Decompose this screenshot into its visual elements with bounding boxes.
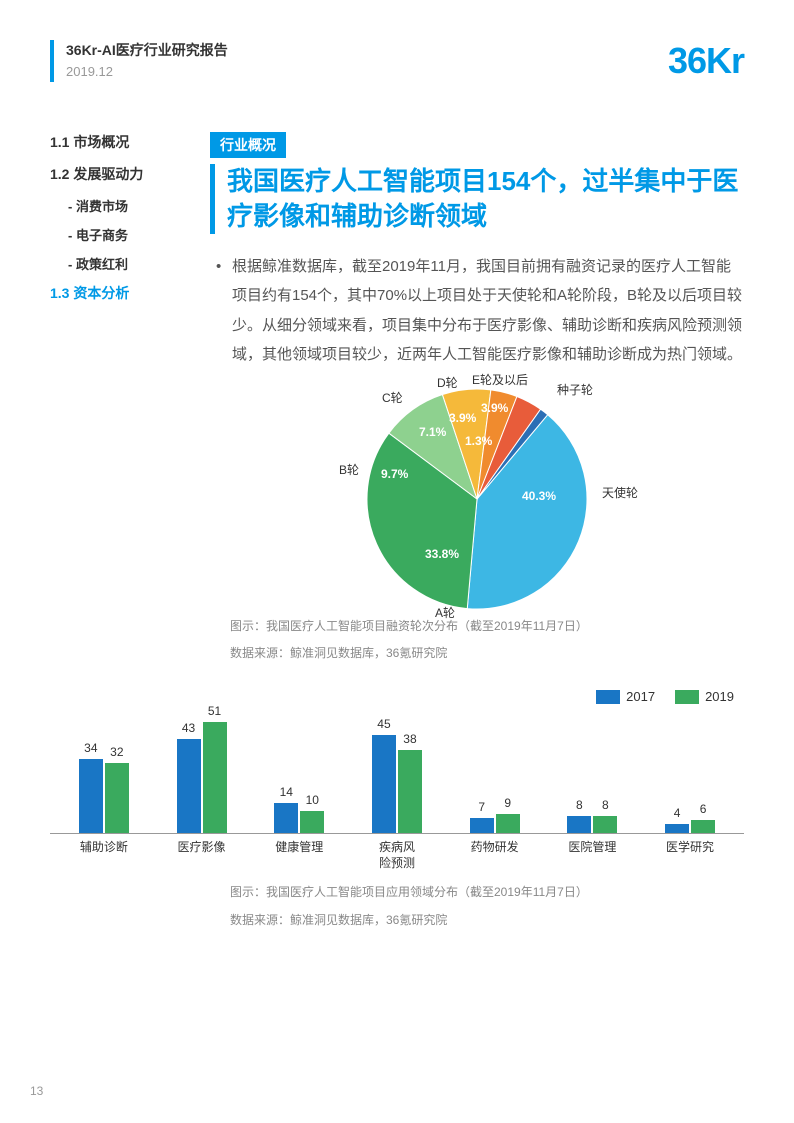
pie-pct-label: 3.9% — [481, 401, 508, 415]
pie-caption-2: 数据来源：鲸准洞见数据库，36氪研究院 — [210, 644, 744, 663]
page-header: 36Kr-AI医疗行业研究报告 2019.12 36Kr — [50, 40, 744, 82]
bar-value: 51 — [208, 704, 221, 718]
legend-item: 2019 — [675, 689, 734, 704]
bar: 4 — [665, 824, 689, 833]
bar-value: 43 — [182, 721, 195, 735]
nav-item[interactable]: - 消费市场 — [50, 196, 180, 215]
bar-category-label: 药物研发 — [465, 840, 525, 871]
section-tag: 行业概况 — [210, 132, 286, 158]
sidebar-nav: 1.1 市场概况 1.2 发展驱动力 - 消费市场 - 电子商务 - 政策红利 1.3 资… — [50, 132, 180, 669]
bar: 8 — [567, 816, 591, 833]
pie-pct-label: 3.9% — [449, 411, 476, 425]
bar-category-label: 辅助诊断 — [74, 840, 134, 871]
pie-pct-label: 40.3% — [522, 489, 556, 503]
bar-legend: 2017 2019 — [596, 689, 734, 704]
pie-pct-label: 9.7% — [381, 467, 408, 481]
pie-slice-label: E轮及以后 — [472, 371, 528, 388]
pie-pct-label: 7.1% — [419, 425, 446, 439]
pie-slice-label: C轮 — [382, 389, 403, 406]
nav-item[interactable]: - 政策红利 — [50, 254, 180, 273]
pie-chart: 天使轮A轮B轮C轮D轮E轮及以后种子轮40.3%33.8%9.7%7.1%3.9… — [210, 389, 744, 669]
bar-group: 3432 — [79, 759, 129, 833]
bar: 10 — [300, 811, 324, 833]
bar-value: 45 — [377, 717, 390, 731]
bar: 6 — [691, 820, 715, 833]
bar-value: 14 — [280, 785, 293, 799]
bar-value: 9 — [504, 796, 511, 810]
pie-slice-label: D轮 — [437, 374, 458, 391]
report-date: 2019.12 — [66, 64, 228, 79]
bar: 38 — [398, 750, 422, 833]
bar-caption-1: 图示：我国医疗人工智能项目应用领域分布（截至2019年11月7日） — [50, 883, 744, 902]
bar-group: 79 — [470, 814, 520, 834]
bar-value: 10 — [306, 793, 319, 807]
nav-item[interactable]: 1.1 市场概况 — [50, 132, 180, 152]
bar-value: 32 — [110, 745, 123, 759]
bar-group: 4538 — [372, 735, 422, 833]
pie-pct-label: 33.8% — [425, 547, 459, 561]
bar: 9 — [496, 814, 520, 834]
bar-value: 8 — [576, 798, 583, 812]
report-title: 36Kr-AI医疗行业研究报告 — [66, 40, 228, 60]
main-content: 行业概况 我国医疗人工智能项目154个，过半集中于医疗影像和辅助诊断领域 根据鲸… — [210, 132, 744, 669]
bar-group: 46 — [665, 820, 715, 833]
bar-category-label: 医学研究 — [660, 840, 720, 871]
page-number: 13 — [30, 1084, 43, 1098]
bar-group: 4351 — [177, 722, 227, 833]
bar: 8 — [593, 816, 617, 833]
nav-item[interactable]: - 电子商务 — [50, 225, 180, 244]
bar-category-label: 健康管理 — [269, 840, 329, 871]
nav-item[interactable]: 1.3 资本分析 — [50, 283, 180, 303]
bar-caption-2: 数据来源：鲸准洞见数据库，36氪研究院 — [50, 911, 744, 930]
pie-slice-label: 种子轮 — [557, 381, 593, 398]
bar-category-label: 医院管理 — [562, 840, 622, 871]
bar-chart: 20172019 3432435114104538798846 辅助诊断医疗影像… — [50, 694, 744, 930]
bar: 45 — [372, 735, 396, 833]
bar-value: 4 — [674, 806, 681, 820]
bar: 51 — [203, 722, 227, 833]
pie-slice-label: B轮 — [339, 461, 359, 478]
bar-category-label: 疾病风险预测 — [367, 840, 427, 871]
bar-value: 34 — [84, 741, 97, 755]
bar: 34 — [79, 759, 103, 833]
body-text: 根据鲸准数据库，截至2019年11月，我国目前拥有融资记录的医疗人工智能项目约有… — [210, 252, 744, 369]
bar-value: 7 — [478, 800, 485, 814]
logo: 36Kr — [668, 40, 744, 82]
bar: 14 — [274, 803, 298, 834]
nav-item[interactable]: 1.2 发展驱动力 — [50, 164, 180, 184]
legend-item: 2017 — [596, 689, 655, 704]
bar-value: 8 — [602, 798, 609, 812]
pie-pct-label: 1.3% — [465, 434, 492, 448]
bar: 43 — [177, 739, 201, 833]
bar: 7 — [470, 818, 494, 833]
bar-value: 38 — [403, 732, 416, 746]
bar-group: 1410 — [274, 803, 324, 834]
bar-value: 6 — [700, 802, 707, 816]
bar-group: 88 — [567, 816, 617, 833]
pie-caption-1: 图示：我国医疗人工智能项目融资轮次分布（截至2019年11月7日） — [210, 617, 744, 636]
pie-slice-label: 天使轮 — [602, 484, 638, 501]
pie-slice-label: A轮 — [435, 604, 455, 621]
bar-category-label: 医疗影像 — [172, 840, 232, 871]
main-title: 我国医疗人工智能项目154个，过半集中于医疗影像和辅助诊断领域 — [210, 164, 744, 234]
bar: 32 — [105, 763, 129, 833]
